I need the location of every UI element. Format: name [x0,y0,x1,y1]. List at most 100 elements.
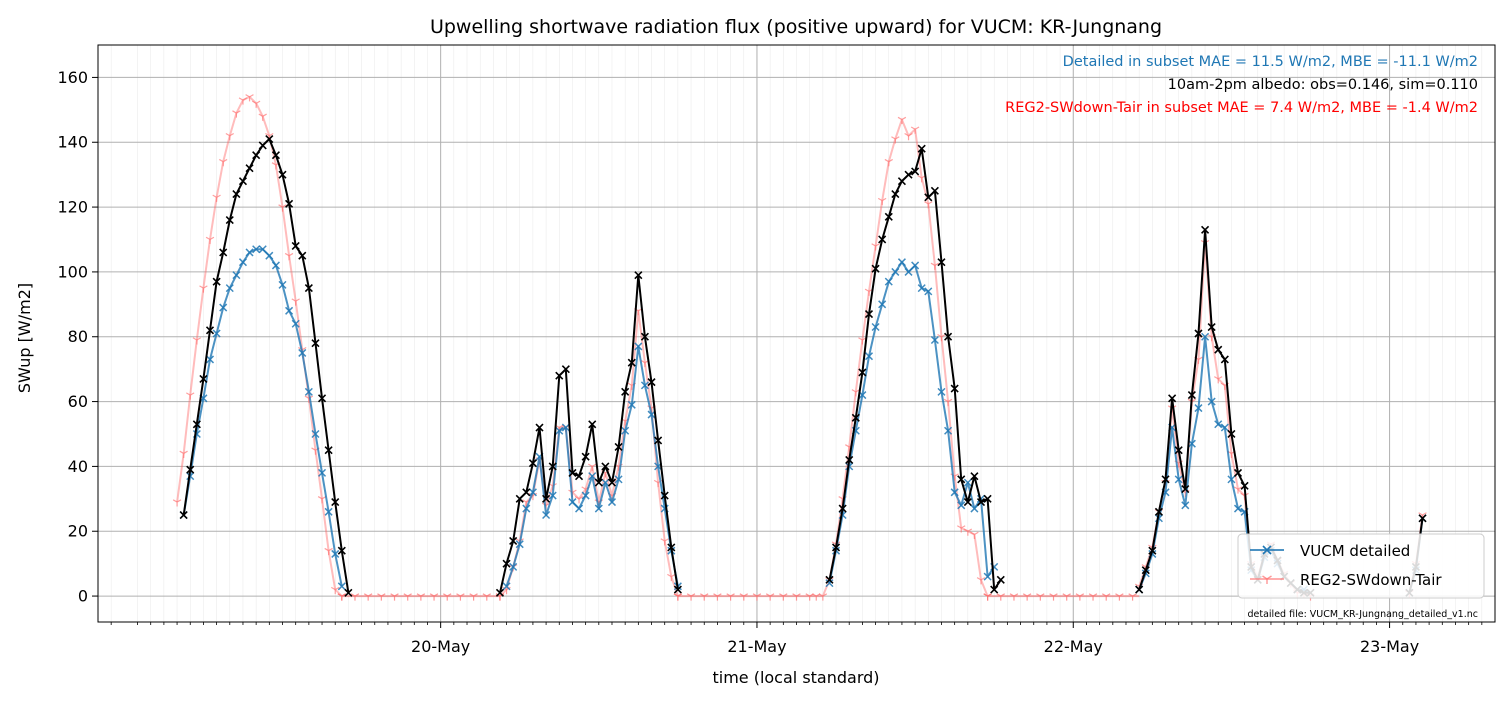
data-point-reg [818,593,828,601]
data-point-obs [976,497,986,507]
data-point-reg [278,204,287,212]
annotation-reg2-metrics: REG2-SWdown-Tair in subset MAE = 7.4 W/m… [1005,100,1478,116]
data-point-obs [957,475,966,484]
data-point-obs [1207,322,1216,332]
data-point-obs [924,193,933,202]
data-point-reg-zero [686,593,696,601]
data-point-obs [278,170,287,179]
data-point-obs [285,199,294,208]
data-point-reg-zero [1036,593,1045,601]
data-point-obs [1168,394,1177,403]
data-point-reg-zero [792,593,801,601]
data-point-reg [337,593,347,601]
data-point-reg [232,110,241,118]
data-point-reg-zero [996,593,1006,601]
data-point-sim [924,287,933,296]
data-point-obs [858,368,867,377]
data-point-sim [963,478,972,487]
data-point-reg-zero [390,593,399,601]
data-point-sim [970,504,979,513]
y-tick-label: 160 [57,68,88,87]
data-point-sim [1207,397,1216,406]
legend-marker-reg2 [1262,575,1272,584]
data-point-obs [897,177,906,186]
data-point-obs [304,284,313,293]
data-point-obs [891,190,900,199]
y-tick-label: 0 [78,587,88,606]
data-point-sim [1181,501,1190,510]
data-point-obs [1220,355,1229,364]
data-point-sim [324,507,333,516]
data-point-reg [186,392,195,400]
data-point-sim [930,335,939,345]
data-point-sim [522,504,531,513]
data-point-sim [1194,404,1203,413]
data-point-obs [515,494,524,503]
data-point-obs [851,413,860,422]
data-point-reg-zero [469,593,478,601]
data-point-obs [944,332,953,341]
data-point-reg-zero [1049,593,1058,601]
data-point-reg-zero [779,593,788,601]
data-point-sim [304,387,313,396]
series-line-reg [176,95,343,597]
data-point-obs [667,543,676,552]
data-point-obs [502,559,511,568]
data-point-sim [1201,332,1210,341]
data-point-reg-zero [416,593,426,601]
data-point-reg-zero [363,593,373,601]
data-point-reg-zero [713,593,722,601]
y-tick-label: 140 [57,133,88,152]
data-point-sim [588,472,597,481]
plot-area [172,94,1427,601]
data-point-reg-zero [350,593,360,601]
data-point-reg [877,197,887,206]
data-point-sim [515,540,524,549]
x-tick-label: 21-May [727,637,786,656]
data-point-sim [864,352,874,361]
data-point-obs [324,446,333,455]
data-point-sim [331,549,340,558]
annotation-albedo: 10am-2pm albedo: obs=0.146, sim=0.110 [1168,77,1478,93]
data-point-reg-zero [1075,593,1085,601]
data-point-sim [1233,504,1243,513]
data-point-obs [983,494,992,503]
data-point-sim [252,245,261,254]
axis-ticks: 20-May 21-May 22-May 23-May 0 20 40 60 80 100 120 1… [57,68,1483,656]
data-point-obs [911,167,920,176]
data-point-sim [871,322,880,332]
x-tick-label: 20-May [411,637,470,656]
data-point-sim [225,284,234,293]
legend-label-vucm: VUCM detailed [1300,542,1410,560]
data-point-reg [218,158,228,167]
data-point-reg [891,136,900,144]
data-point-sim [212,329,221,338]
data-point-obs [838,504,847,513]
data-point-obs [535,423,544,432]
data-point-obs [495,588,505,597]
data-point-sim [258,245,267,254]
data-point-obs [528,459,537,468]
data-point-sim [575,504,584,513]
data-point-obs [331,497,340,507]
data-point-sim [911,261,920,270]
data-point-reg-zero [726,593,735,601]
data-point-obs [1154,507,1163,516]
data-point-obs [627,358,636,367]
data-point-sim [937,387,946,396]
data-point-sim [318,468,327,477]
data-point-sim [568,498,577,507]
data-point-obs [950,384,959,393]
data-point-sim [904,267,913,276]
data-point-sim [983,572,992,581]
legend-label-reg2: REG2-SWdown-Tair [1300,571,1442,589]
data-point-reg [212,194,221,202]
data-point-sim [232,271,241,280]
data-point-obs [654,436,663,445]
data-point-sim [917,284,926,293]
data-point-obs [963,497,972,507]
data-point-reg [930,262,940,270]
data-point-reg [251,100,261,108]
data-point-obs [640,332,649,341]
data-point-obs [1194,329,1203,338]
